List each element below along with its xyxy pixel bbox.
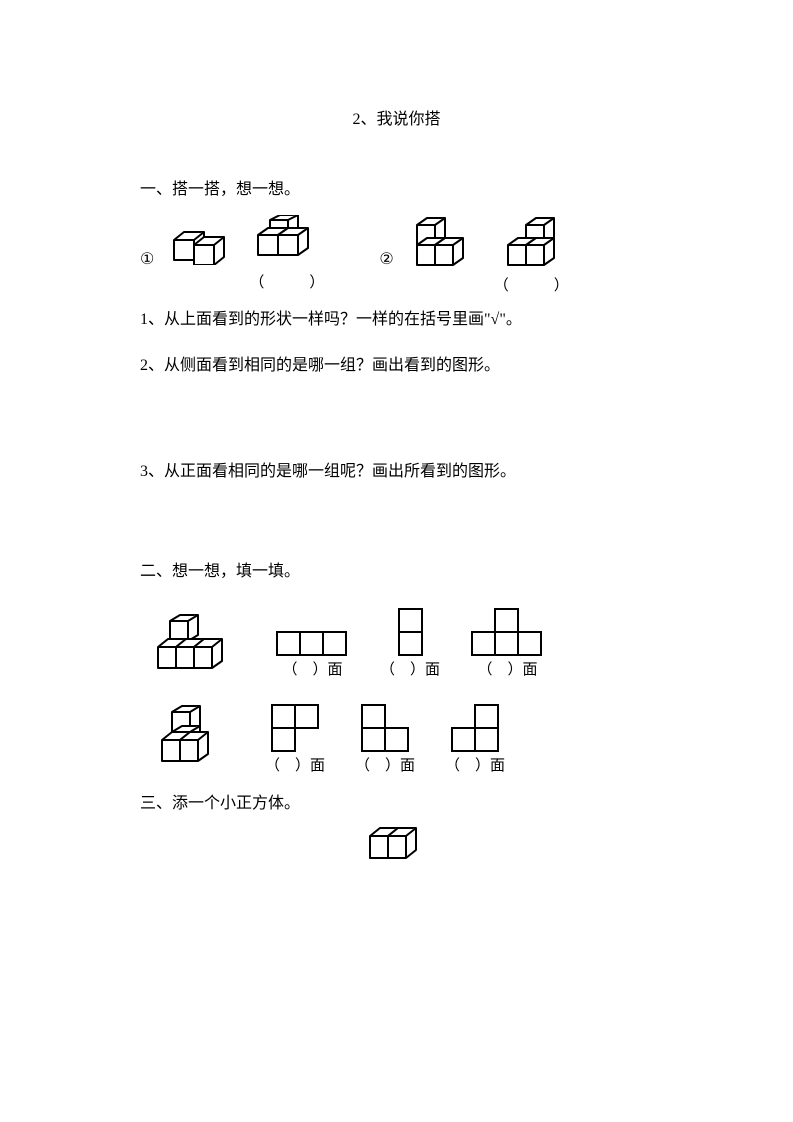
q1-2: 2、从侧面看到相同的是哪一组？画出看到的图形。	[140, 346, 653, 386]
face-label-6: （ ）面	[445, 759, 505, 774]
q1-3: 3、从正面看相同的是哪一组呢？画出所看到的图形。	[140, 452, 653, 492]
fig-1a	[169, 215, 234, 265]
page-title: 2、我说你搭	[140, 100, 653, 140]
cube-shape-1b	[252, 215, 322, 270]
section2-row2: （ ）面 （ ）面 （ ）面	[150, 703, 653, 774]
face-label-4: （ ）面	[265, 759, 325, 774]
section1-figures: ①	[140, 215, 653, 294]
cube-shape-1a	[169, 215, 234, 265]
section3-figure	[140, 824, 653, 864]
marker-2: ②	[379, 252, 393, 268]
cube-shape-2b	[496, 215, 566, 273]
face-label-3: （ ）面	[478, 663, 538, 678]
view-2b-1: （ ）面	[265, 703, 325, 774]
view-2a-1: （ ）面	[275, 630, 350, 678]
paren-1: （ ）	[249, 276, 324, 291]
face-label-5: （ ）面	[355, 759, 415, 774]
section3-heading: 三、添一个小正方体。	[140, 784, 653, 824]
q1-1: 1、从上面看到的形状一样吗？一样的在括号里画"√"。	[140, 300, 653, 340]
section2-row1: （ ）面 （ ）面 （ ）面	[150, 607, 653, 678]
solid-2a	[150, 613, 245, 678]
face-label-2: （ ）面	[380, 663, 440, 678]
view-2b-2: （ ）面	[355, 703, 415, 774]
cube-shape-2a	[409, 215, 479, 273]
fig-1b: （ ）	[249, 215, 324, 291]
fig-2a	[409, 215, 479, 273]
section1-heading: 一、搭一搭，想一想。	[140, 170, 653, 210]
view-2a-2: （ ）面	[380, 607, 440, 678]
section2-heading: 二、想一想，填一填。	[140, 552, 653, 592]
marker-1: ①	[140, 252, 154, 268]
fig-2b: （ ）	[494, 215, 569, 294]
view-2b-3: （ ）面	[445, 703, 505, 774]
paren-2: （ ）	[494, 279, 569, 294]
view-2a-3: （ ）面	[470, 607, 545, 678]
face-label-1: （ ）面	[282, 663, 342, 678]
solid-2b	[150, 704, 235, 774]
